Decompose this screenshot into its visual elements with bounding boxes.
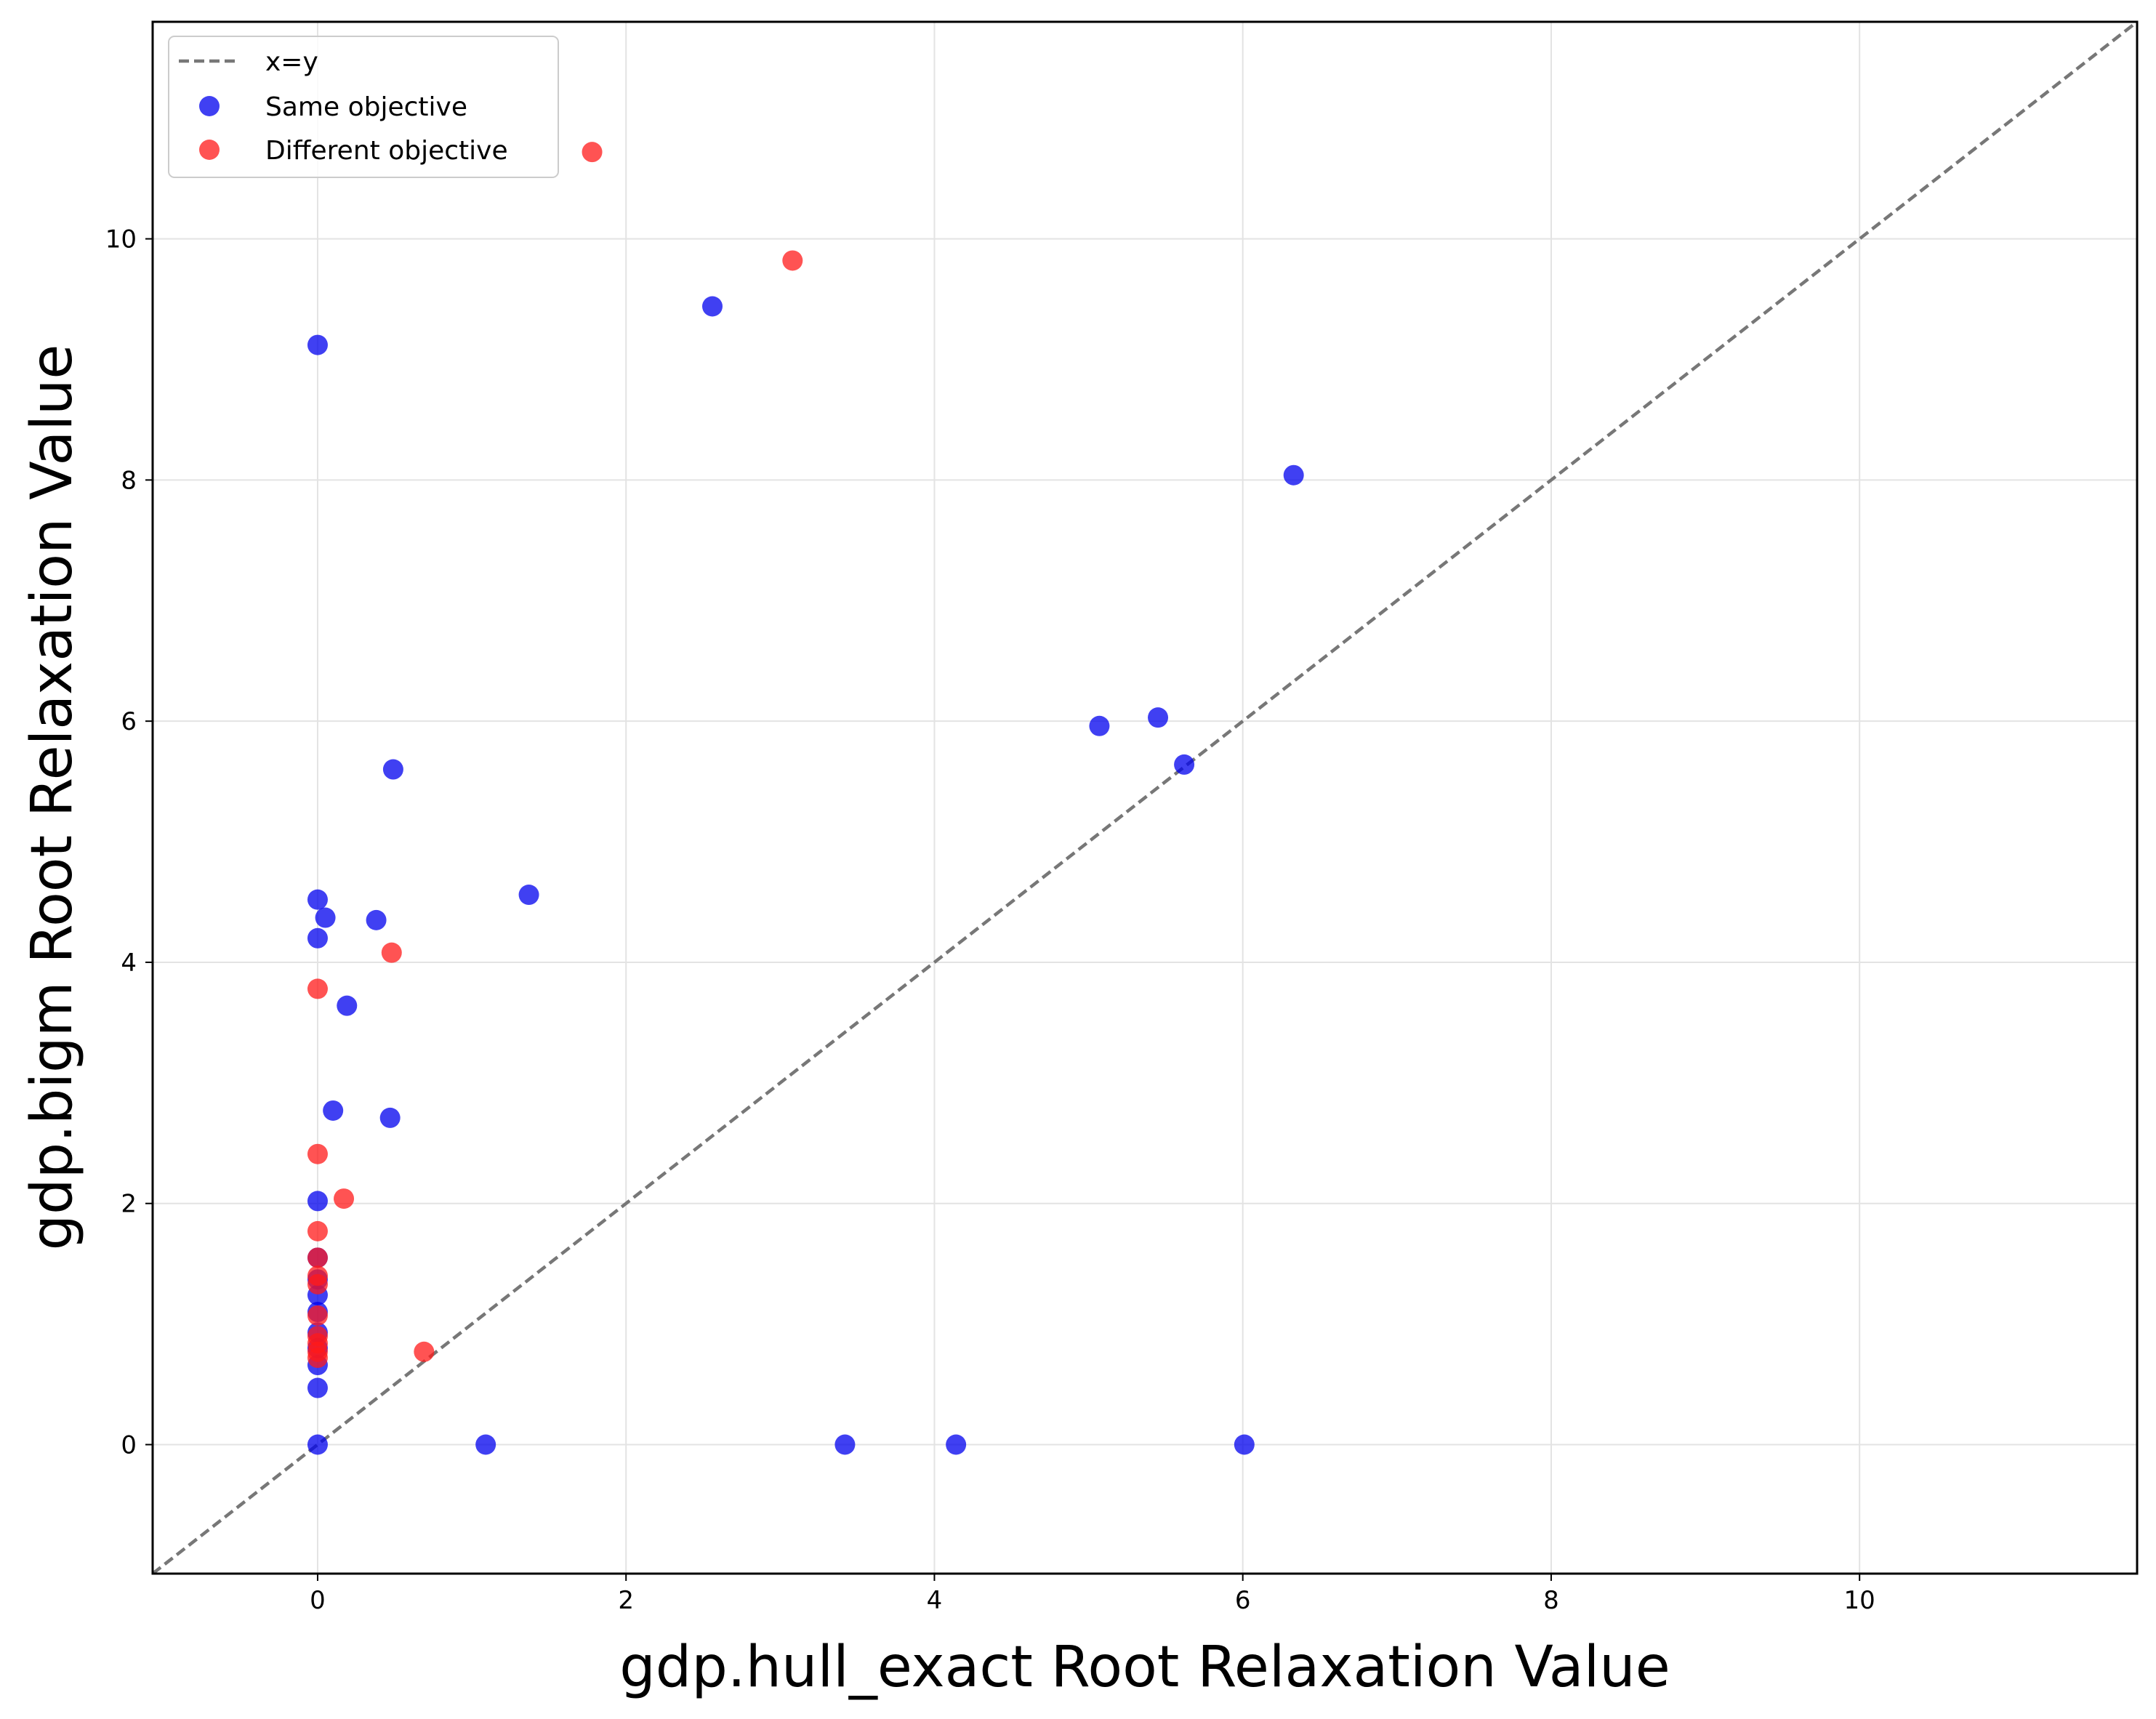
y-tick-label: 4 (121, 949, 137, 978)
legend: x=y Same objective Different objective (168, 36, 559, 178)
same-objective-point (379, 1107, 401, 1128)
x-equals-y-line (153, 22, 2137, 1574)
different-objective-point (307, 1220, 328, 1241)
same-objective-point (382, 759, 403, 780)
same-objective-point (1089, 715, 1110, 736)
reference-line-layer (153, 22, 2137, 1574)
same-objective-point (702, 296, 723, 317)
same-objective-point (307, 1434, 328, 1455)
same-objective-point (1283, 464, 1304, 486)
different-objective-point (307, 1348, 328, 1369)
different-objective-point (307, 1273, 328, 1295)
same-objective-point (946, 1434, 967, 1455)
same-objective-point (307, 889, 328, 910)
same-objective-point (307, 1191, 328, 1212)
legend-reference-line-label: x=y (265, 47, 318, 77)
same-objective-point (337, 995, 358, 1016)
x-tick-label: 8 (1543, 1586, 1559, 1615)
same-objective-point (366, 909, 387, 930)
x-tick-label: 2 (618, 1586, 634, 1615)
legend-box (168, 36, 559, 178)
y-tick-label: 0 (121, 1430, 137, 1460)
legend-different-objective-label: Different objective (265, 136, 508, 166)
y-tick-label: 8 (121, 466, 137, 495)
same-objective-point (475, 1434, 496, 1455)
same-objective-point (834, 1434, 856, 1455)
different-objective-point (307, 978, 328, 999)
x-tick-label: 10 (1844, 1586, 1875, 1615)
same-objective-point (1234, 1434, 1255, 1455)
data-points-layer (307, 142, 1304, 1455)
same-objective-point (1148, 707, 1169, 728)
same-objective-point (323, 1100, 344, 1121)
different-objective-point (381, 942, 402, 963)
axis-ticks: 0 2 4 6 8 10 0 2 4 6 8 10 (105, 225, 1875, 1615)
different-objective-point (334, 1188, 355, 1209)
different-objective-point (307, 1247, 328, 1268)
legend-same-objective-label: Same objective (265, 92, 467, 122)
same-objective-point (307, 1377, 328, 1398)
same-objective-point (1174, 754, 1195, 775)
different-objective-point (582, 142, 603, 163)
same-objective-point (307, 927, 328, 949)
different-objective-point (307, 1305, 328, 1326)
different-objective-point (782, 250, 803, 271)
legend-different-objective-marker (199, 140, 220, 160)
y-tick-label: 6 (121, 707, 137, 736)
y-tick-label: 10 (105, 225, 137, 254)
same-objective-point (307, 334, 328, 355)
x-axis-title: gdp.hull_exact Root Relaxation Value (619, 1635, 1670, 1700)
same-objective-point (315, 907, 336, 928)
y-tick-label: 2 (121, 1190, 137, 1219)
x-tick-label: 6 (1235, 1586, 1251, 1615)
x-tick-label: 4 (927, 1586, 943, 1615)
plot-frame (151, 20, 2139, 1575)
same-objective-point (518, 885, 539, 906)
different-objective-point (307, 1143, 328, 1164)
different-objective-point (414, 1341, 435, 1362)
grid-lines (153, 22, 2137, 1574)
x-tick-label: 0 (310, 1586, 326, 1615)
legend-same-objective-marker (199, 96, 220, 116)
y-axis-title: gdp.bigm Root Relaxation Value (20, 345, 85, 1251)
